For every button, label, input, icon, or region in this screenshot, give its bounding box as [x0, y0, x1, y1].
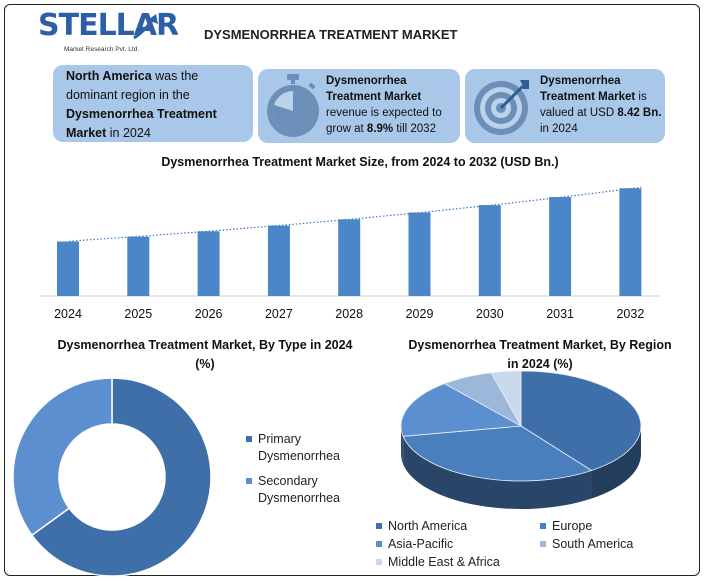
pie-side-0 [591, 426, 641, 499]
bar-2026 [197, 231, 220, 296]
bar-2030 [478, 205, 501, 296]
bar-2031 [549, 197, 572, 296]
legend-label: Middle East & Africa [388, 555, 500, 569]
x-tick-label: 2028 [335, 307, 363, 321]
bar-2025 [127, 236, 150, 296]
pie-slice-asia-pacific [400, 383, 523, 437]
pie-slice-middle-east-africa [490, 370, 522, 428]
legend-label: Secondary Dysmenorrhea [258, 474, 340, 505]
x-tick-label: 2024 [54, 307, 82, 321]
type-chart-title: Dysmenorrhea Treatment Market, By Type i… [57, 338, 353, 371]
legend-label: North America [388, 519, 468, 533]
card-text-2: in 2024 [540, 123, 578, 135]
logo-arrow-icon [133, 14, 158, 40]
legend-item-europe: Europe [540, 519, 592, 533]
legend-swatch [376, 540, 382, 547]
card-bold-2: Dysmenorrhea Treatment Market [66, 107, 217, 140]
pie-side-1 [403, 436, 592, 509]
logo-subtitle: Market Research Pvt. Ltd. [64, 46, 140, 53]
x-tick-label: 2032 [616, 307, 644, 321]
target-icon [474, 80, 529, 135]
legend-swatch [376, 558, 382, 565]
legend-item-secondary: Secondary Dysmenorrhea [246, 473, 366, 507]
bar-2028 [338, 219, 361, 296]
donut-chart [12, 377, 212, 577]
legend-swatch [246, 477, 252, 484]
logo-name: STELLAR [38, 8, 179, 43]
region-pie-chart [400, 370, 642, 509]
legend-item-primary: Primary Dysmenorrhea [246, 431, 366, 465]
region-legend: North America Europe Asia-Pacific South … [376, 519, 676, 575]
card-bold: North America [66, 69, 152, 83]
bar-2027 [267, 225, 290, 296]
legend-item-middle-east-africa: Middle East & Africa [376, 555, 500, 569]
card-text-2: till 2032 [393, 123, 436, 135]
x-tick-label: 2027 [265, 307, 293, 321]
stellar-logo: STELLAR Market Research Pvt. Ltd. [36, 8, 179, 58]
page-title: DYSMENORRHEA TREATMENT MARKET [204, 27, 458, 42]
info-card-region: North America was the dominant region in… [53, 65, 253, 142]
trend-line [68, 186, 642, 243]
bar-chart: 2024 2025 2026 2027 2028 2029 2030 2031 2032 [40, 186, 660, 321]
pie-slice-europe [402, 425, 593, 482]
card-text-2: in 2024 [106, 126, 151, 140]
legend-item-asia-pacific: Asia-Pacific [376, 537, 453, 551]
region-chart-title: Dysmenorrhea Treatment Market, By Region… [408, 338, 672, 371]
donut-slice-0 [30, 377, 212, 577]
card-bold: Dysmenorrhea Treatment Market [326, 75, 422, 103]
stopwatch-icon [267, 74, 319, 137]
legend-swatch [540, 540, 546, 547]
pie-slice-north-america [520, 370, 642, 471]
bar-chart-title: Dysmenorrhea Treatment Market Size, from… [161, 155, 559, 169]
info-card-value: Dysmenorrhea Treatment Market is valued … [465, 69, 665, 143]
info-card-growth: Dysmenorrhea Treatment Market revenue is… [258, 69, 460, 143]
x-tick-label: 2031 [546, 307, 574, 321]
x-tick-label: 2029 [406, 307, 434, 321]
legend-item-south-america: South America [540, 537, 633, 551]
bar-2024 [57, 241, 79, 296]
card-bold-2: 8.42 Bn. [617, 107, 662, 119]
donut-slice-1 [12, 377, 113, 537]
card-text: revenue is expected to grow at [326, 107, 442, 135]
bar-2032 [619, 188, 642, 296]
legend-swatch [246, 435, 252, 442]
card-bold-2: 8.9% [366, 123, 394, 135]
card-text: is valued at USD [540, 91, 647, 119]
legend-label: Europe [552, 519, 593, 533]
legend-label: South America [552, 537, 634, 551]
legend-label: Asia-Pacific [388, 537, 454, 551]
card-bold: Dysmenorrhea Treatment Market [540, 75, 636, 103]
x-tick-label: 2026 [195, 307, 223, 321]
legend-swatch [540, 522, 546, 529]
legend-swatch [376, 522, 382, 529]
legend-item-north-america: North America [376, 519, 467, 533]
legend-label: Primary Dysmenorrhea [258, 432, 340, 463]
x-tick-label: 2025 [124, 307, 152, 321]
card-text: was the dominant region in the [66, 69, 199, 102]
x-tick-label: 2030 [476, 307, 504, 321]
bar-2029 [408, 212, 431, 296]
